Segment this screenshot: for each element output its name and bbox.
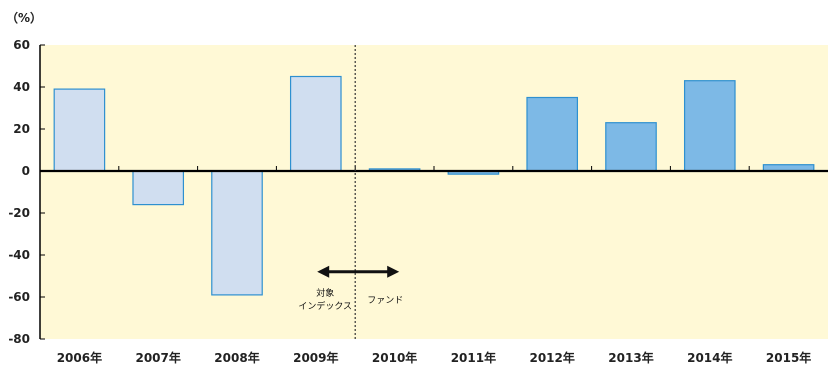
x-category-label: 2006年 xyxy=(57,350,102,365)
index-label-line1: 対象 xyxy=(316,287,334,299)
bar-2009年 xyxy=(289,75,342,172)
y-axis-unit-label: （%） xyxy=(6,10,42,25)
y-tick-label: -20 xyxy=(8,206,30,220)
x-category-label: 2013年 xyxy=(608,350,653,365)
x-category-label: 2015年 xyxy=(766,350,811,365)
fund-label: ファンド xyxy=(367,296,403,306)
x-category-label: 2011年 xyxy=(451,350,496,365)
x-category-label: 2008年 xyxy=(214,350,259,365)
x-category-label: 2012年 xyxy=(529,350,574,365)
y-tick-label: 60 xyxy=(13,38,30,52)
bar-2013年 xyxy=(605,122,657,172)
y-tick-label: -60 xyxy=(8,290,30,304)
y-tick-label: 20 xyxy=(13,122,30,136)
bar-2008年 xyxy=(211,170,263,296)
double-arrow-icon xyxy=(317,265,400,278)
y-tick-label: -80 xyxy=(8,332,30,346)
index-label-line2: インデックス xyxy=(298,300,352,312)
y-tick-label: 40 xyxy=(13,80,30,94)
y-tick-label: 0 xyxy=(22,164,30,178)
y-tick-label: -40 xyxy=(8,248,30,262)
bar-2007年 xyxy=(132,170,185,206)
bar-2006年 xyxy=(53,88,106,172)
bar-2014年 xyxy=(683,80,736,172)
x-category-label: 2009年 xyxy=(293,350,338,365)
x-category-label: 2014年 xyxy=(687,350,732,365)
x-category-label: 2007年 xyxy=(135,350,180,365)
bar-2012年 xyxy=(526,96,579,172)
x-category-label: 2010年 xyxy=(372,350,417,365)
